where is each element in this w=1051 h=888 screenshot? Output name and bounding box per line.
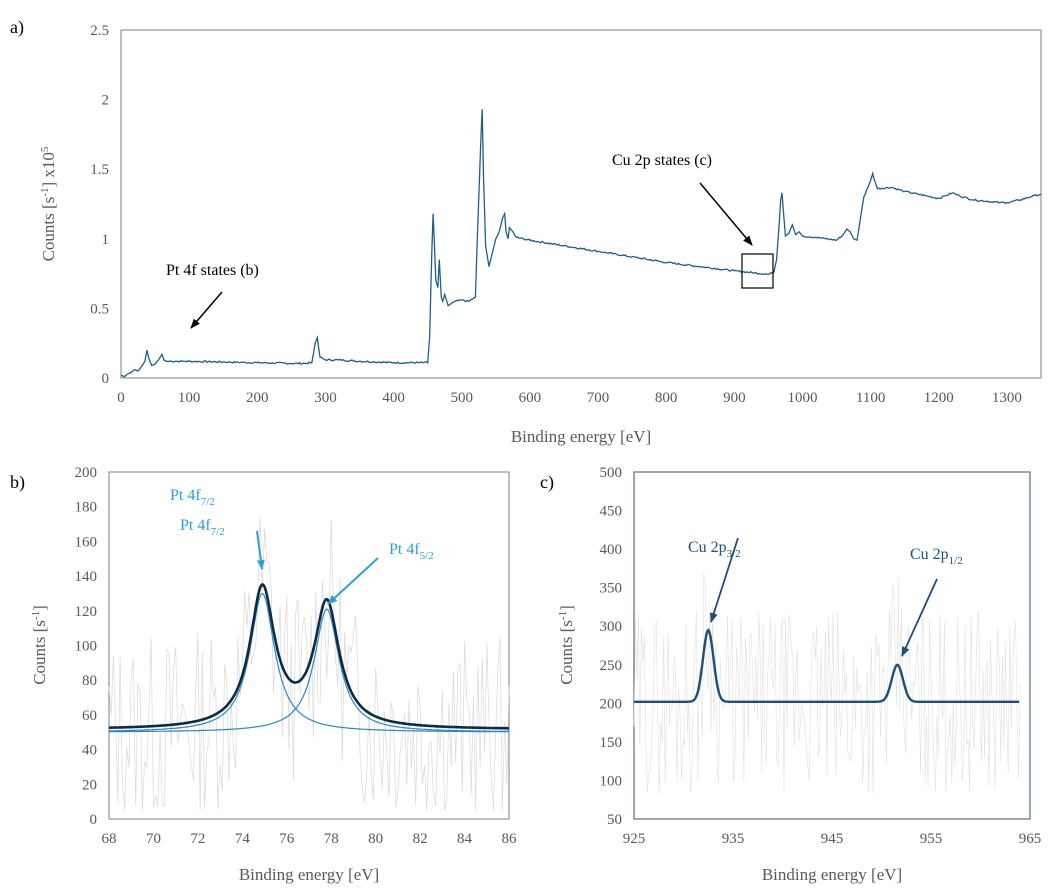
panel-b-x-tick-8: 84 (457, 831, 473, 847)
panel-b-x-tick-1: 70 (146, 831, 161, 847)
panel-a-x-tick-5: 500 (450, 390, 473, 406)
panel-c-y-tick-9: 500 (600, 465, 623, 481)
arrow-pt-4f52 (327, 557, 379, 605)
panel-a-x-tick-7: 700 (587, 390, 610, 406)
arrow-cu-2p (699, 182, 753, 246)
panel-c-x-axis-label: Binding energy [eV] (762, 865, 902, 884)
panel-b-component-pt-4f72 (109, 592, 509, 733)
panel-a-x-ticks: 0 100 200 300 400 500 600 700 800 900 1000 1100 1200… (117, 390, 1022, 406)
panel-c-y-tick-5: 300 (600, 619, 623, 635)
panel-a-y-axis-label: Counts [s-1] x105 (39, 146, 58, 261)
cu-2p-region-box (741, 253, 774, 289)
panel-b-y-tick-4: 80 (82, 673, 97, 689)
arrow-cu-2p32 (709, 537, 739, 623)
panel-c-y-tick-4: 250 (600, 658, 623, 674)
panel-b-y-tick-7: 140 (75, 569, 98, 585)
panel-b-x-axis-label: Binding energy [eV] (239, 865, 379, 884)
panel-c-y-tick-6: 350 (600, 581, 623, 597)
panel-a-x-tick-1: 100 (178, 390, 201, 406)
panel-c-y-ticks: 50 100 150 200 250 300 350 400 450 500 (600, 465, 623, 828)
panel-b-y-tick-8: 160 (75, 534, 98, 550)
panel-a-x-tick-0: 0 (117, 390, 125, 406)
panel-a-y-tick-5: 2.5 (90, 23, 109, 39)
panel-c-x-tick-4: 965 (1019, 831, 1042, 847)
arrow-pt-4f (190, 291, 223, 329)
panel-c-fit-line (634, 628, 1020, 703)
panel-b-y-tick-2: 40 (82, 743, 97, 759)
panel-c-y-tick-1: 100 (600, 773, 623, 789)
panel-c-label: c) (540, 472, 554, 493)
arrow-cu-2p12 (901, 578, 938, 657)
panel-a-x-tick-3: 300 (314, 390, 337, 406)
panel-a-x-tick-2: 200 (246, 390, 269, 406)
panel-c-raw-data (633, 572, 1021, 795)
panel-b-x-tick-2: 72 (190, 831, 205, 847)
panel-b-y-tick-3: 60 (82, 708, 97, 724)
panel-b-label: b) (10, 472, 25, 493)
panel-a-x-tick-10: 1000 (787, 390, 817, 406)
label-cu-2p32: Cu 2p3/2 (688, 539, 741, 560)
panel-c-y-axis-label: Counts [s-1] (557, 605, 576, 685)
panel-b: b) 0 20 40 60 80 100 120 140 160 180 200 68 70 72 74 7… (10, 465, 517, 884)
panel-b-envelope-fit (109, 582, 509, 730)
panel-b-x-tick-3: 74 (235, 831, 251, 847)
panel-b-x-tick-9: 86 (502, 831, 518, 847)
panel-a-y-tick-1: 0.5 (90, 301, 109, 317)
label-pt-4f72: Pt 4f7/2 (180, 517, 225, 538)
panel-a-y-tick-2: 1 (102, 232, 110, 248)
panel-c-y-tick-0: 50 (607, 812, 622, 828)
panel-c-y-tick-7: 400 (600, 542, 623, 558)
panel-a-y-tick-4: 2 (102, 93, 110, 109)
panel-c-y-tick-8: 450 (600, 504, 623, 520)
panel-a-x-axis-label: Binding energy [eV] (511, 427, 651, 446)
panel-c-x-tick-0: 925 (623, 831, 646, 847)
panel-b-y-tick-6: 120 (75, 604, 98, 620)
panel-b-y-tick-5: 100 (75, 639, 98, 655)
annotation-cu-2p-states: Cu 2p states (c) (612, 152, 712, 169)
panel-c-x-tick-2: 945 (821, 831, 844, 847)
panel-b-y-ticks: 0 20 40 60 80 100 120 140 160 180 200 (75, 465, 98, 828)
panel-b-plot-area (108, 471, 510, 820)
panel-b-x-tick-7: 82 (413, 831, 428, 847)
label-cu-2p12: Cu 2p1/2 (910, 546, 963, 567)
panel-c-y-tick-2: 150 (600, 735, 623, 751)
panel-c-plot-area (633, 471, 1031, 820)
panel-a-x-tick-8: 800 (655, 390, 678, 406)
panel-b-y-tick-1: 20 (82, 777, 97, 793)
panel-b-x-tick-4: 76 (279, 831, 295, 847)
panel-a-y-tick-3: 1.5 (90, 162, 109, 178)
panel-a: a) 0 0.5 1 1.5 2 2.5 0 100 200 300 400 500 600 700 80… (10, 17, 1042, 446)
panel-b-y-tick-0: 0 (90, 812, 98, 828)
panel-b-y-tick-9: 180 (75, 500, 98, 516)
panel-a-label: a) (10, 17, 24, 38)
panel-a-x-tick-4: 400 (382, 390, 405, 406)
panel-b-y-tick-10: 200 (75, 465, 98, 481)
panel-a-y-tick-0: 0 (102, 371, 110, 387)
panel-a-x-tick-11: 1100 (856, 390, 885, 406)
panel-a-x-tick-9: 900 (723, 390, 746, 406)
panel-a-y-ticks: 0 0.5 1 1.5 2 2.5 (90, 23, 109, 387)
panel-b-x-ticks: 68 70 72 74 76 78 80 82 84 86 (102, 831, 518, 847)
panel-b-component-pt-4f52 (109, 608, 509, 733)
panel-b-x-tick-0: 68 (102, 831, 117, 847)
panel-b-x-tick-5: 78 (324, 831, 339, 847)
panel-b-raw-data (108, 517, 510, 811)
label-pt-4f52: Pt 4f5/2 (389, 541, 434, 562)
panel-c-y-tick-3: 200 (600, 696, 623, 712)
arrow-pt-4f72 (256, 530, 265, 570)
label-pt-4f72-top: Pt 4f7/2 (170, 487, 215, 508)
panel-a-x-tick-13: 1300 (992, 390, 1022, 406)
panel-a-x-tick-12: 1200 (924, 390, 954, 406)
panel-a-spectrum-line (120, 109, 1042, 378)
panel-c-x-tick-1: 935 (722, 831, 745, 847)
panel-c-x-ticks: 925 935 945 955 965 (623, 831, 1042, 847)
panel-c-x-tick-3: 955 (920, 831, 943, 847)
panel-b-x-tick-6: 80 (368, 831, 383, 847)
panel-a-x-tick-6: 600 (519, 390, 542, 406)
annotation-pt-4f-states: Pt 4f states (b) (166, 262, 259, 279)
panel-a-plot-area (120, 29, 1042, 379)
panel-b-y-axis-label: Counts [s-1] (30, 605, 49, 685)
